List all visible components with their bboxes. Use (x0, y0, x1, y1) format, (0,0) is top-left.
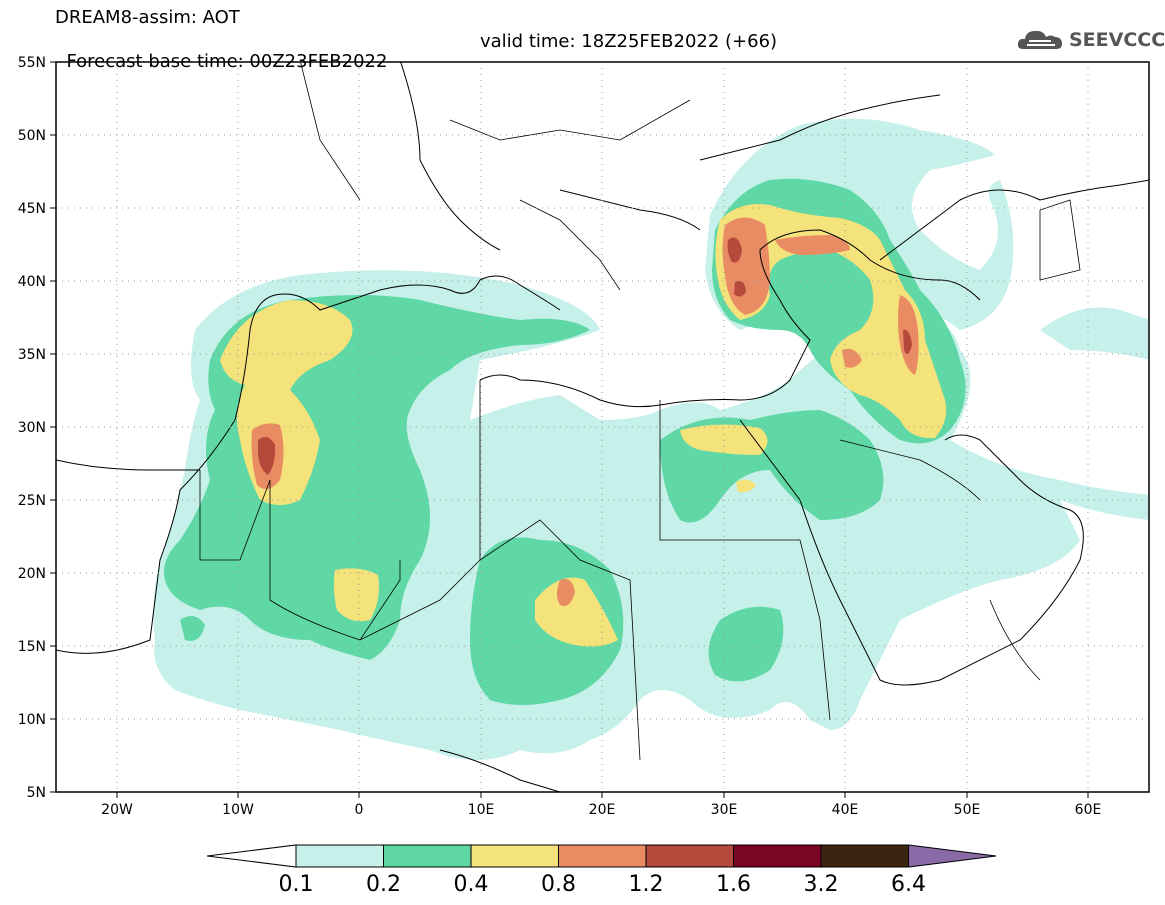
lon-label: 60E (1075, 802, 1102, 818)
colorbar: 0.1 0.2 0.4 0.8 1.2 1.6 3.2 6.4 (206, 844, 997, 897)
lat-label: 40N (18, 274, 46, 290)
colorbar-segment (645, 844, 734, 868)
colorbar-label: 0.4 (454, 872, 489, 897)
lat-label: 30N (18, 420, 46, 436)
lon-label: 50E (954, 802, 981, 818)
lat-label: 5N (27, 785, 46, 801)
valid-time: valid time: 18Z25FEB2022 (+66) (480, 31, 778, 52)
lat-label: 10N (18, 712, 46, 728)
lon-label: 0 (355, 802, 364, 818)
seevccc-logo: SEEVCCC (1015, 24, 1165, 56)
borders (199, 62, 1081, 761)
aot-field (153, 118, 1149, 760)
cloud-icon (1017, 30, 1062, 49)
colorbar-segment (470, 844, 559, 868)
colorbar-label: 0.8 (541, 872, 576, 897)
aot-level-1.2 (258, 237, 912, 475)
colorbar-label: 0.2 (366, 872, 401, 897)
lat-label: 45N (18, 201, 46, 217)
colorbar-arrow-low (206, 844, 297, 868)
lat-label: 15N (18, 639, 46, 655)
colorbar-segment (820, 844, 909, 868)
lon-labels: 20W 10W 0 10E 20E 30E 40E 50E 60E (101, 802, 1101, 818)
colorbar-segment (383, 844, 472, 868)
logo-text: SEEVCCC (1069, 29, 1165, 51)
lon-label: 20W (101, 802, 133, 818)
lon-label: 10E (468, 802, 495, 818)
product-title: DREAM8-assim: AOT (55, 7, 240, 28)
colorbar-label: 1.2 (629, 872, 664, 897)
lat-label: 25N (18, 493, 46, 509)
lon-label: 40E (832, 802, 859, 818)
colorbar-label: 3.2 (804, 872, 839, 897)
lat-labels: 55N 50N 45N 40N 35N 30N 25N 20N 15N 10N … (18, 55, 46, 801)
colorbar-label: 0.1 (279, 872, 314, 897)
lon-label: 20E (589, 802, 616, 818)
colorbar-segment (733, 844, 822, 868)
lat-label: 20N (18, 566, 46, 582)
axis-ticks (50, 61, 1089, 798)
lat-label: 50N (18, 128, 46, 144)
colorbar-labels: 0.1 0.2 0.4 0.8 1.2 1.6 3.2 6.4 (279, 872, 927, 897)
lat-label: 55N (18, 55, 46, 71)
coastlines (56, 62, 1149, 792)
lon-label: 30E (711, 802, 738, 818)
lat-label: 35N (18, 347, 46, 363)
colorbar-arrow-high (908, 844, 997, 868)
lat-lon-grid (56, 62, 1149, 792)
colorbar-label: 1.6 (716, 872, 751, 897)
colorbar-label: 6.4 (891, 872, 926, 897)
colorbar-segment (558, 844, 647, 868)
lon-label: 10W (222, 802, 254, 818)
colorbar-segment (295, 844, 384, 868)
